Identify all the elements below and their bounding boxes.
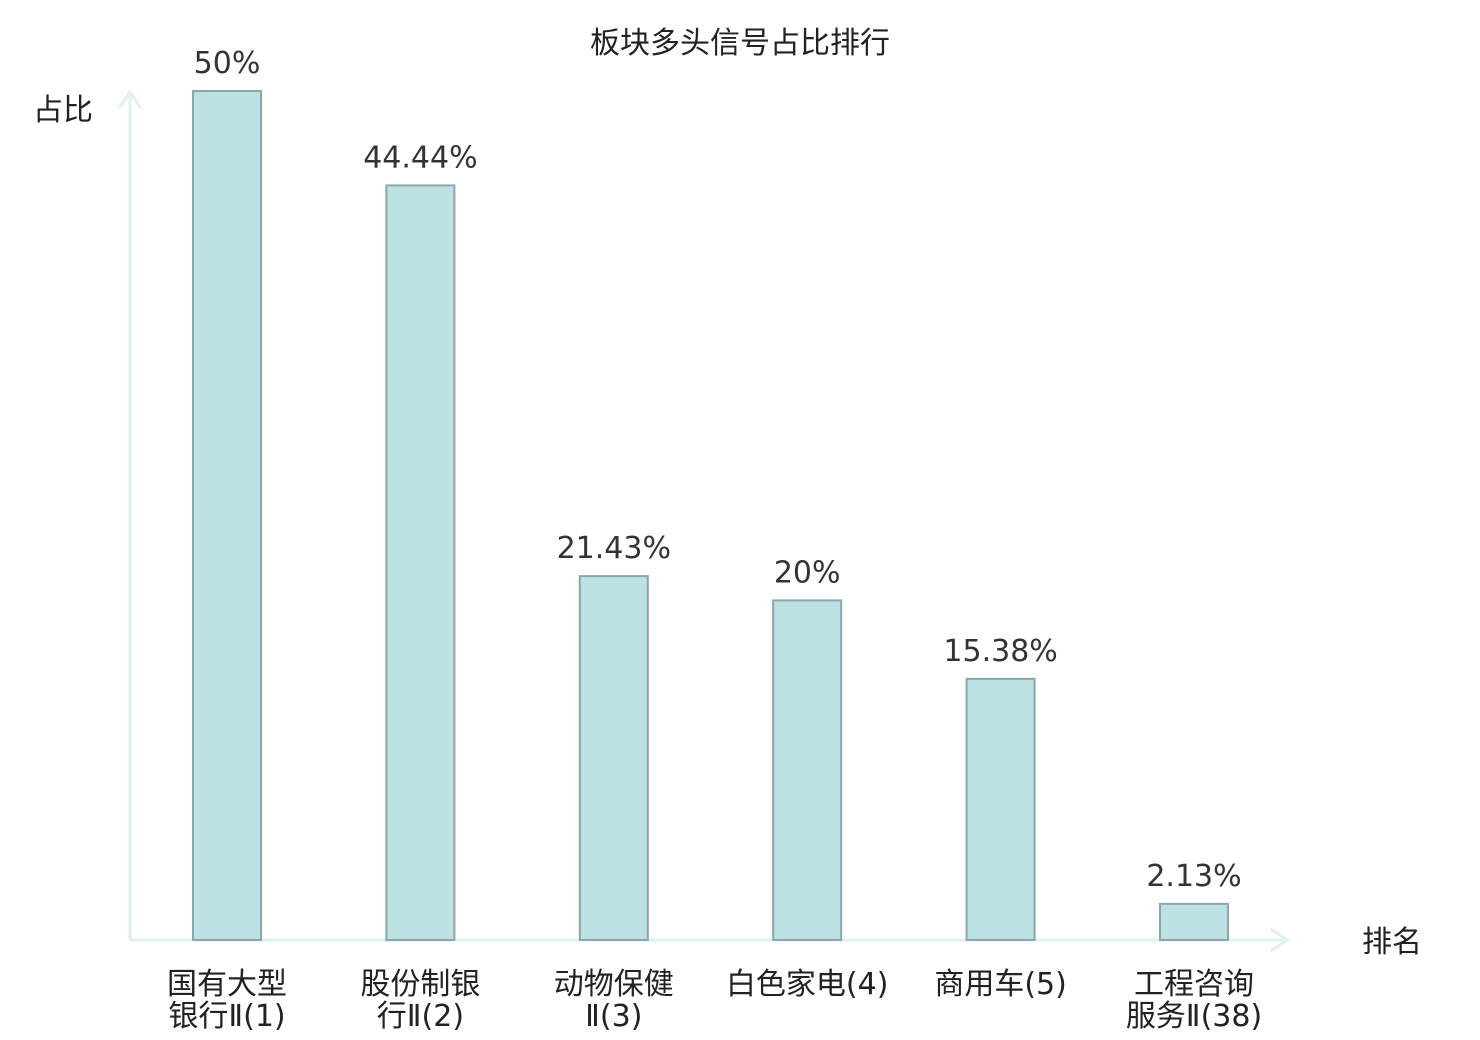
y-axis [117,89,143,940]
bar [385,184,456,941]
x-axis-label: 排名 [1362,925,1422,960]
x-axis [130,927,1290,953]
category-label-line: 国有大型 [167,967,287,1002]
category-label-line: 商用车(5) [934,967,1067,1002]
category-label: 商用车(5) [934,967,1067,1002]
bar [192,90,262,941]
category-label: 国有大型银行Ⅱ(1) [167,967,287,1034]
category-label: 股份制银行Ⅱ(2) [360,967,480,1034]
bar-value-label: 20% [774,555,841,590]
bar [578,575,649,941]
category-label-line: 服务Ⅱ(38) [1126,999,1262,1034]
chart-title: 板块多头信号占比排行 [590,26,890,61]
category-label-line: 动物保健 [554,967,674,1002]
category-label-line: 行Ⅱ(2) [377,999,464,1034]
category-label-line: Ⅱ(3) [585,999,642,1034]
bar-value-label: 44.44% [363,140,477,175]
bar-value-label: 21.43% [557,531,671,566]
bar [1159,902,1229,941]
category-label-line: 股份制银 [360,967,480,1002]
value-labels-group: 50% 44.44% 21.43% 20% 15.38% 2.13% [194,46,1242,894]
bar [772,599,843,942]
category-label: 动物保健 Ⅱ(3) [554,967,674,1034]
bar [965,677,1036,941]
category-labels-group: 国有大型银行Ⅱ(1) 股份制银行Ⅱ(2) 动物保健 Ⅱ(3) 白色家电(4) 商用车(5)… [167,967,1262,1034]
y-axis-label: 占比 [33,93,93,128]
category-label-line: 银行Ⅱ(1) [168,999,285,1034]
category-label: 白色家电(4) [726,967,889,1002]
category-label-line: 工程咨询 [1134,967,1254,1002]
bars-group [192,90,1229,942]
category-label: 工程咨询服务Ⅱ(38) [1126,967,1262,1034]
category-label-line: 白色家电(4) [726,967,889,1002]
bar-value-label: 15.38% [943,634,1057,669]
bar-value-label: 50% [194,46,261,81]
bar-value-label: 2.13% [1146,859,1241,894]
